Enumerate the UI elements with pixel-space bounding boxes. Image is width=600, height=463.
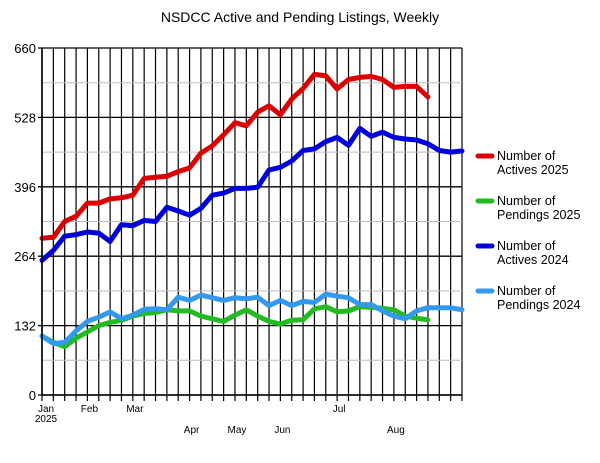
series-line: [39, 125, 465, 263]
chart-legend: Number of Actives 2025 Number of Pendings 2…: [475, 149, 580, 312]
x-tick-label: Aug: [387, 425, 405, 436]
x-tick-label: Apr: [184, 425, 200, 436]
y-tick-label: 0: [29, 388, 36, 403]
legend-label: Number of Pendings 2024: [497, 284, 580, 312]
chart-axes: [41, 48, 462, 396]
x-tick-label: Feb: [81, 404, 99, 415]
legend-label: Number of Actives 2025: [497, 149, 569, 177]
y-tick-label: 396: [14, 180, 36, 195]
x-tick-label: Jan: [38, 404, 54, 415]
chart-title: NSDCC Active and Pending Listings, Weekl…: [160, 9, 440, 25]
y-tick-label: 264: [14, 249, 36, 264]
series-line: [39, 291, 465, 346]
series-line: [39, 71, 431, 241]
y-tick-label: 528: [14, 110, 36, 125]
legend-label: Number of Actives 2024: [497, 239, 569, 267]
x-tick-label: Jun: [274, 425, 290, 436]
x-tick-label: 2025: [35, 414, 58, 425]
chart-grid: [38, 47, 463, 401]
x-tick-label: Jul: [333, 404, 346, 415]
y-tick-label: 132: [14, 319, 36, 334]
x-tick-label: Mar: [126, 404, 144, 415]
chart-series: [39, 71, 465, 350]
y-tick-label: 660: [14, 41, 36, 56]
legend-label: Number of Pendings 2025: [497, 194, 580, 222]
x-tick-label: May: [228, 425, 247, 436]
